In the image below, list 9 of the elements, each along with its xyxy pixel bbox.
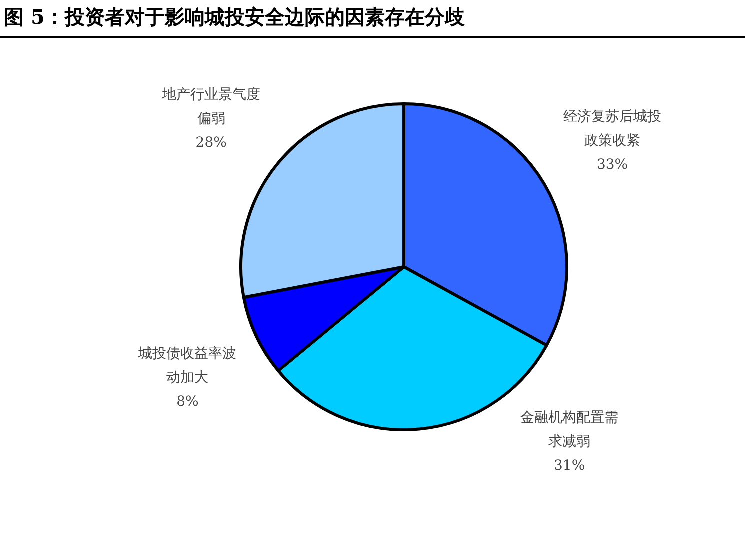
data-label: 28% bbox=[194, 134, 228, 153]
slice-label: 城投债收益率波动加大 bbox=[138, 344, 237, 388]
data-label: 31% bbox=[553, 457, 586, 476]
slice-label: 金融机构配置需求减弱 bbox=[520, 409, 619, 452]
slice-label: 经济复苏后城投政策收紧 bbox=[564, 108, 662, 152]
data-label: 8% bbox=[176, 392, 200, 412]
chart-title: 图 5：投资者对于影响城投安全边际的因素存在分歧 bbox=[4, 4, 465, 31]
data-label: 33% bbox=[596, 156, 630, 176]
slice-label: 地产行业景气度偏弱 bbox=[162, 86, 260, 129]
